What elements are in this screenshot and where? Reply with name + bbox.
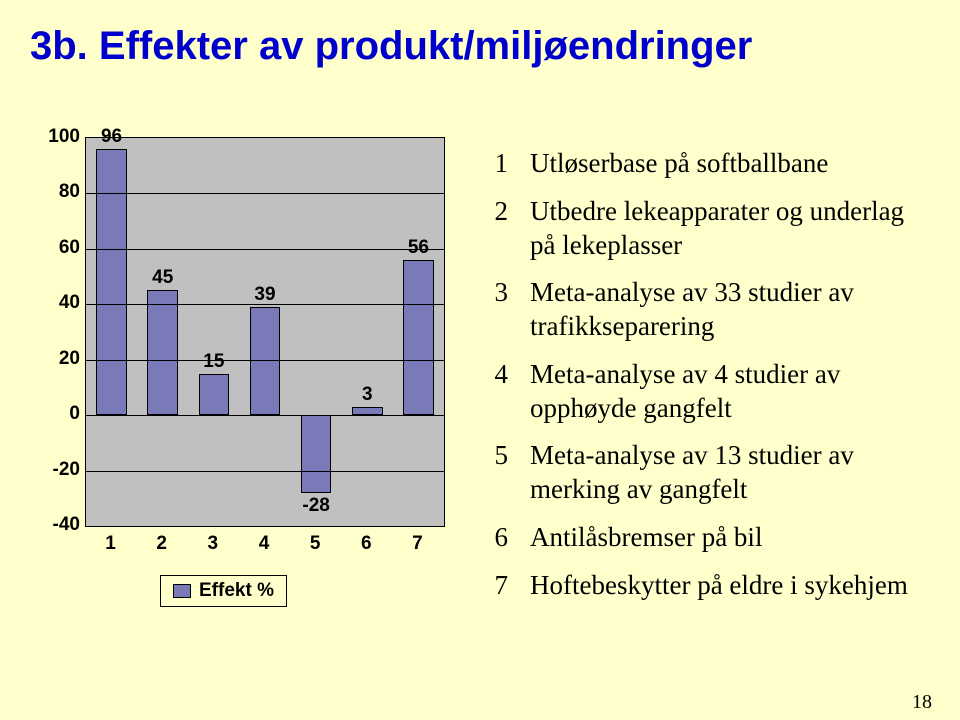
gridline (86, 249, 444, 250)
bar (403, 260, 434, 415)
chart-container: 96451539-28356 1234567 Effekt % -40-2002… (30, 137, 470, 607)
legend-swatch (173, 584, 191, 598)
x-tick-label: 2 (156, 533, 167, 555)
y-tick-label: 80 (30, 181, 80, 203)
list-item-number: 6 (490, 521, 508, 555)
list-item-number: 1 (490, 147, 508, 181)
gridline (86, 415, 444, 416)
x-tick-label: 5 (310, 533, 321, 555)
list-item-text: Hoftebeskytter på eldre i sykehjem (530, 569, 930, 603)
plot-area: 96451539-28356 (85, 137, 445, 527)
list-item-text: Meta-analyse av 4 studier av opphøyde ga… (530, 358, 930, 426)
y-tick-label: -40 (30, 514, 80, 536)
gridline (86, 304, 444, 305)
bar (250, 307, 281, 415)
bar (147, 290, 178, 415)
bar (301, 415, 332, 493)
bar-value-label: 3 (347, 384, 387, 406)
x-tick-label: 1 (105, 533, 116, 555)
x-tick-label: 7 (412, 533, 423, 555)
list-item: 1 Utløserbase på softballbane (490, 147, 930, 181)
list-item-text: Meta-analyse av 33 studier av trafikksep… (530, 276, 930, 344)
x-tick-label: 3 (208, 533, 219, 555)
slide-title: 3b. Effekter av produkt/miljøendringer (30, 24, 930, 69)
list-item-number: 4 (490, 358, 508, 392)
list-item: 6 Antilåsbremser på bil (490, 521, 930, 555)
bar-value-label: 39 (245, 284, 285, 306)
bar-value-label: -28 (296, 495, 336, 517)
list-item: 2 Utbedre lekeapparater og underlag på le… (490, 195, 930, 263)
content-row: 96451539-28356 1234567 Effekt % -40-2002… (30, 87, 930, 616)
chart-legend: Effekt % (160, 575, 287, 607)
y-tick-label: 40 (30, 292, 80, 314)
legend-label: Effekt % (199, 580, 274, 602)
y-tick-label: 0 (30, 403, 80, 425)
list-item-number: 3 (490, 276, 508, 310)
list-item: 3 Meta-analyse av 33 studier av trafikkse… (490, 276, 930, 344)
slide: 3b. Effekter av produkt/miljøendringer 9… (0, 0, 960, 720)
list-item-number: 7 (490, 569, 508, 603)
page-number: 18 (912, 691, 932, 714)
y-tick-label: 20 (30, 348, 80, 370)
gridline (86, 193, 444, 194)
list-item-number: 2 (490, 195, 508, 229)
gridline (86, 471, 444, 472)
list-item: 4 Meta-analyse av 4 studier av opphøyde g… (490, 358, 930, 426)
x-tick-label: 4 (259, 533, 270, 555)
bar (352, 407, 383, 415)
bar-chart: 96451539-28356 1234567 Effekt % -40-2002… (30, 137, 470, 607)
bars-layer: 96451539-28356 (86, 138, 444, 526)
bar-value-label: 96 (92, 126, 132, 148)
x-tick-label: 6 (361, 533, 372, 555)
list-item-number: 5 (490, 439, 508, 473)
list-item: 7 Hoftebeskytter på eldre i sykehjem (490, 569, 930, 603)
bar-value-label: 15 (194, 351, 234, 373)
list-item-text: Meta-analyse av 13 studier av merking av… (530, 439, 930, 507)
bar (199, 374, 230, 416)
bar-value-label: 45 (143, 267, 183, 289)
legend-list: 1 Utløserbase på softballbane 2 Utbedre lek… (490, 147, 930, 616)
list-item-text: Antilåsbremser på bil (530, 521, 930, 555)
y-tick-label: 100 (30, 126, 80, 148)
gridline (86, 360, 444, 361)
list-item-text: Utbedre lekeapparater og underlag på lek… (530, 195, 930, 263)
y-tick-label: 60 (30, 237, 80, 259)
x-axis-labels: 1 2 3 4 5 6 7 (85, 527, 445, 557)
y-tick-label: -20 (30, 459, 80, 481)
list-item-text: Utløserbase på softballbane (530, 147, 930, 181)
list-item: 5 Meta-analyse av 13 studier av merking a… (490, 439, 930, 507)
bar (96, 149, 127, 415)
